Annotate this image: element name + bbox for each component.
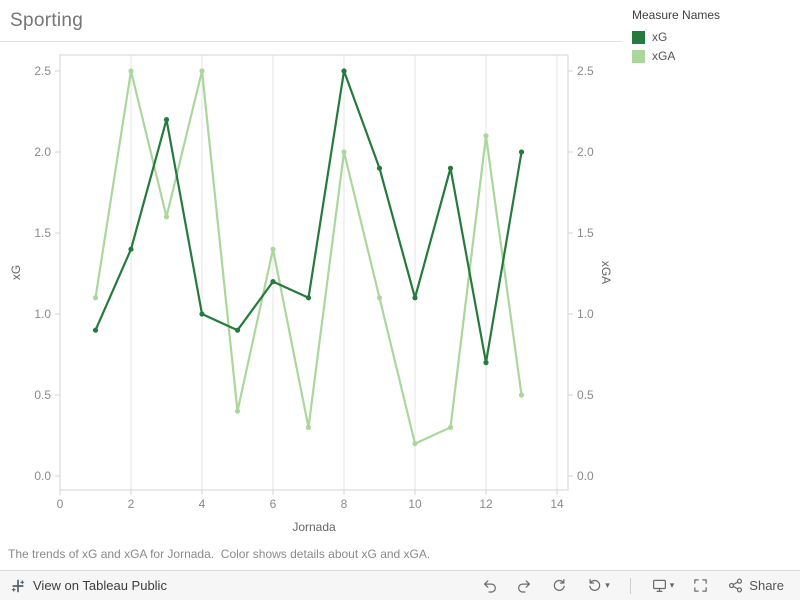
chevron-down-icon: ▾ [669,580,675,590]
title-zone: Sporting [0,0,622,42]
plot-border [59,54,569,491]
x-axis-title: Jornada [292,520,336,534]
x-tick-label: 4 [199,497,206,511]
series-xGA[interactable] [92,68,525,447]
data-point[interactable] [92,295,99,301]
refresh-icon [586,577,603,594]
view-on-tableau-public-link[interactable]: View on Tableau Public [10,578,167,594]
y-tick-label-left: 0.5 [34,388,51,402]
y-tick-label-left: 2.5 [34,64,51,78]
legend-item-xga[interactable]: xGA [632,49,792,63]
data-point[interactable] [518,149,525,155]
y-tick-label-right: 2.0 [577,145,594,159]
data-point[interactable] [128,246,134,252]
x-tick-label: 0 [57,497,64,511]
fullscreen-icon [692,577,709,594]
data-point[interactable] [341,68,347,74]
download-icon [651,577,668,594]
data-point[interactable] [483,133,489,139]
y-tick-label-right: 1.0 [577,307,594,321]
x-tick-label: 10 [408,497,422,511]
legend: Measure Names xG xGA [632,8,792,68]
refresh-button[interactable]: ▾ [580,575,616,596]
y-tick-label-left: 1.0 [34,307,51,321]
fullscreen-button[interactable] [686,575,715,596]
legend-swatch-xga [632,49,645,63]
download-button[interactable]: ▾ [645,575,681,596]
series-line [94,69,523,445]
data-point[interactable] [412,441,418,447]
x-tick-label: 8 [341,497,348,511]
x-tick-label: 6 [270,497,277,511]
data-point[interactable] [199,311,205,317]
share-button[interactable]: Share [721,575,790,596]
x-tick-label: 2 [128,497,135,511]
data-point[interactable] [376,165,383,171]
page-title: Sporting [10,10,84,31]
undo-button[interactable] [475,575,504,596]
reset-icon [551,577,568,594]
legend-label-xg: xG [652,30,668,44]
y-axis-title-left: xG [9,265,23,280]
data-point[interactable] [518,392,525,398]
chevron-down-icon: ▾ [605,580,610,590]
legend-label-xga: xGA [652,49,676,63]
undo-icon [481,577,498,594]
x-tick-label: 14 [550,497,564,511]
data-point[interactable] [270,279,276,285]
y-tick-label-right: 2.5 [577,64,594,78]
data-point[interactable] [376,295,383,301]
gridlines [130,55,558,490]
x-tick-label: 12 [479,497,493,511]
series-line [94,69,523,364]
redo-button[interactable] [510,575,539,596]
series-xG[interactable] [92,68,525,366]
data-point[interactable] [163,214,170,220]
y-tick-label-left: 0.0 [34,469,51,483]
data-point[interactable] [234,408,241,414]
y-tick-label-left: 2.0 [34,145,51,159]
toolbar: View on Tableau Public [0,570,800,600]
data-point[interactable] [128,68,134,74]
toolbar-separator [629,577,631,594]
data-point[interactable] [234,327,241,333]
caption: The trends of xG and xGA for Jornada. Co… [8,547,431,561]
data-point[interactable] [412,295,418,301]
view-link-label: View on Tableau Public [33,578,167,593]
y-tick-label-right: 0.0 [577,469,594,483]
data-point[interactable] [447,165,454,171]
data-point[interactable] [341,149,347,155]
toolbar-tools: ▾ ▾ [475,575,790,596]
share-icon [727,577,744,594]
y-tick-label-left: 1.5 [34,226,51,240]
data-point[interactable] [92,327,99,333]
tableau-logo-icon [10,578,26,594]
redo-icon [516,577,533,594]
axes: 0 2 4 6 8 10 12 14 0.0 0.0 0.5 0.5 1.0 1.0 1.5 1.5 2.0 2.… [34,64,594,511]
data-point[interactable] [305,424,312,430]
data-point[interactable] [270,246,276,252]
data-point[interactable] [447,424,454,430]
data-point[interactable] [199,68,205,74]
reset-button[interactable] [545,575,574,596]
data-point[interactable] [483,360,489,366]
chart-svg[interactable]: 0 2 4 6 8 10 12 14 0.0 0.0 0.5 0.5 1.0 1.0 1.5 1.5 2.0 2.… [0,42,620,542]
y-tick-label-right: 1.5 [577,226,594,240]
data-point[interactable] [305,295,312,301]
legend-title: Measure Names [632,8,721,22]
y-tick-label-right: 0.5 [577,388,594,402]
legend-swatch-xg [632,30,645,44]
y-axis-title-right: xGA [599,261,613,284]
data-point[interactable] [163,117,170,123]
legend-item-xg[interactable]: xG [632,30,792,44]
share-button-label: Share [749,578,784,593]
